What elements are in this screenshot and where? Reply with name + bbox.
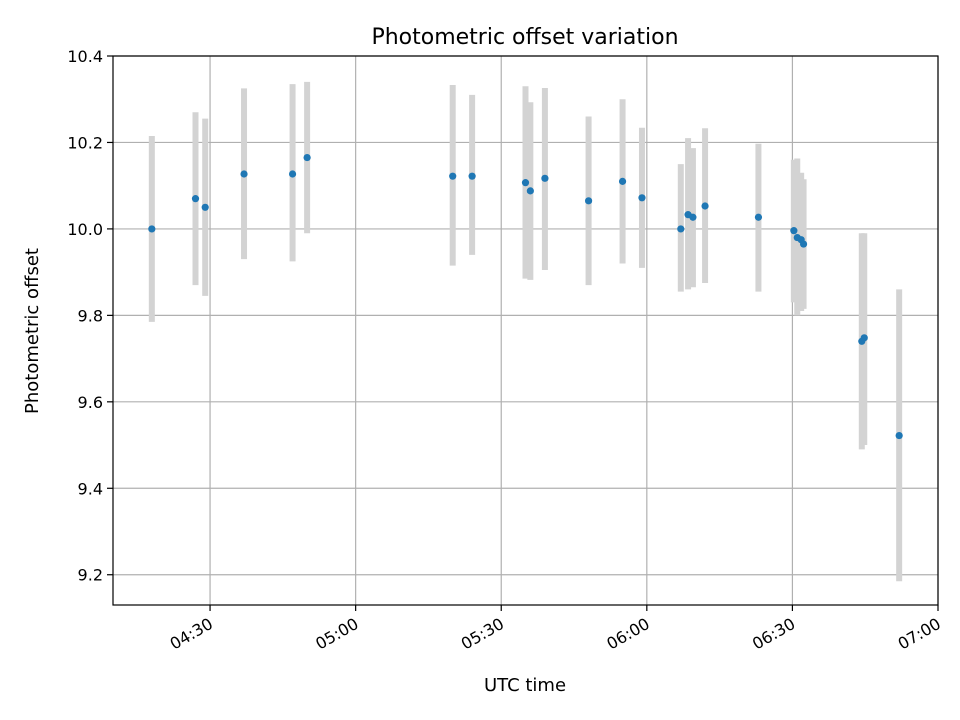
x-axis-label: UTC time (484, 675, 566, 696)
data-point (240, 170, 248, 178)
data-point (148, 225, 156, 233)
y-tick-label: 10.2 (67, 133, 103, 152)
data-point (288, 170, 297, 178)
data-point (860, 334, 868, 342)
data-point (677, 225, 685, 233)
data-point (895, 431, 903, 440)
data-points (148, 153, 903, 440)
data-point (754, 213, 763, 221)
data-point (541, 174, 549, 182)
y-tick-label: 10.4 (67, 47, 103, 66)
chart-title: Photometric offset variation (371, 25, 678, 50)
data-point (701, 202, 709, 210)
data-point (799, 240, 808, 248)
data-point (584, 197, 593, 205)
y-tick-label: 9.4 (78, 479, 103, 498)
data-point (521, 179, 530, 187)
data-point (201, 203, 209, 211)
y-tick-label: 9.2 (78, 566, 103, 585)
y-axis-ticks: 9.2 9.4 9.6 9.8 10.0 10.2 10.4 (67, 47, 113, 585)
y-axis-label: Photometric offset (22, 248, 43, 414)
data-point (638, 194, 646, 202)
data-point (449, 172, 457, 180)
data-point (790, 227, 798, 235)
data-point (191, 195, 200, 203)
data-point (468, 172, 476, 180)
data-point (303, 153, 311, 162)
plot-frame (112, 55, 939, 606)
y-tick-label: 10.0 (67, 220, 103, 239)
data-point (526, 187, 534, 195)
data-point (689, 213, 697, 221)
y-tick-label: 9.8 (78, 306, 103, 325)
y-tick-label: 9.6 (78, 393, 103, 412)
data-point (618, 177, 627, 185)
